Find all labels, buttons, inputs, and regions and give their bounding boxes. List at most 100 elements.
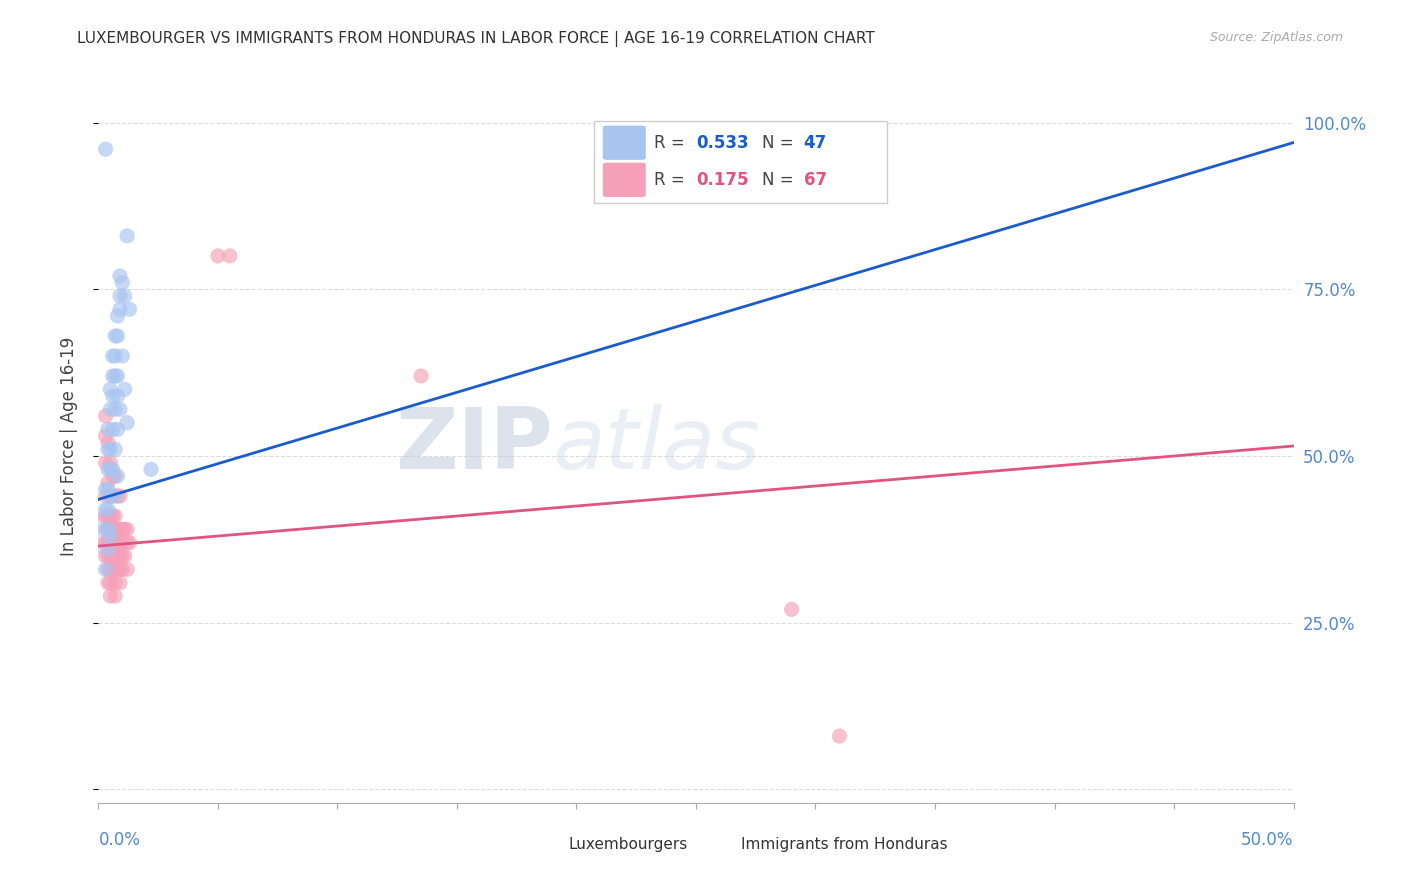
Point xyxy=(94,535,117,549)
Point xyxy=(104,589,127,603)
Point xyxy=(98,535,122,549)
Point xyxy=(107,422,129,436)
Point xyxy=(97,542,120,557)
Point xyxy=(101,462,124,476)
Point xyxy=(118,302,141,317)
Point xyxy=(97,522,120,536)
Point xyxy=(107,469,129,483)
Point xyxy=(97,435,120,450)
Text: Luxembourgers: Luxembourgers xyxy=(568,838,688,853)
Point xyxy=(97,422,120,436)
Point xyxy=(97,535,120,549)
Point xyxy=(104,489,127,503)
Point xyxy=(115,416,138,430)
Point xyxy=(98,589,122,603)
Point xyxy=(101,489,124,503)
Point xyxy=(98,575,122,590)
Point xyxy=(107,329,129,343)
Point xyxy=(107,489,129,503)
Point xyxy=(107,549,129,563)
Text: 0.175: 0.175 xyxy=(696,171,748,189)
Point xyxy=(411,368,433,383)
Point xyxy=(111,549,134,563)
Point xyxy=(111,562,134,576)
Point xyxy=(115,522,138,536)
Text: LUXEMBOURGER VS IMMIGRANTS FROM HONDURAS IN LABOR FORCE | AGE 16-19 CORRELATION : LUXEMBOURGER VS IMMIGRANTS FROM HONDURAS… xyxy=(77,31,875,47)
Text: 0.0%: 0.0% xyxy=(98,831,141,849)
Point xyxy=(107,522,129,536)
FancyBboxPatch shape xyxy=(704,831,738,858)
Point xyxy=(97,475,120,490)
Point xyxy=(115,562,138,576)
Point xyxy=(108,522,131,536)
Point xyxy=(115,535,138,549)
Point xyxy=(98,509,122,524)
Point xyxy=(98,402,122,417)
Point xyxy=(107,389,129,403)
Point xyxy=(97,483,120,497)
Point xyxy=(94,509,117,524)
Point xyxy=(111,535,134,549)
Point xyxy=(139,462,162,476)
Point xyxy=(104,329,127,343)
Point xyxy=(97,575,120,590)
Point xyxy=(108,489,131,503)
Point xyxy=(94,489,117,503)
Point xyxy=(98,489,122,503)
Point xyxy=(98,549,122,563)
Point xyxy=(114,522,136,536)
Point xyxy=(101,562,124,576)
Point xyxy=(114,549,136,563)
Point xyxy=(107,309,129,323)
Point xyxy=(104,549,127,563)
Text: N =: N = xyxy=(762,134,799,152)
Text: atlas: atlas xyxy=(553,404,761,488)
Point xyxy=(101,349,124,363)
Point xyxy=(108,549,131,563)
Point xyxy=(207,249,229,263)
Text: N =: N = xyxy=(762,171,799,189)
FancyBboxPatch shape xyxy=(603,126,645,160)
Point xyxy=(101,469,124,483)
Point xyxy=(97,442,120,457)
Text: 0.533: 0.533 xyxy=(696,134,748,152)
Point xyxy=(94,142,117,156)
Y-axis label: In Labor Force | Age 16-19: In Labor Force | Age 16-19 xyxy=(59,336,77,556)
Point xyxy=(101,389,124,403)
Point xyxy=(97,522,120,536)
Point xyxy=(97,562,120,576)
Point xyxy=(107,535,129,549)
Text: Source: ZipAtlas.com: Source: ZipAtlas.com xyxy=(1209,31,1343,45)
Point xyxy=(104,402,127,417)
Point xyxy=(108,302,131,317)
Point xyxy=(98,522,122,536)
Point xyxy=(107,368,129,383)
Point xyxy=(101,368,124,383)
Point xyxy=(104,349,127,363)
Point xyxy=(101,549,124,563)
Text: R =: R = xyxy=(654,171,690,189)
Point xyxy=(98,489,122,503)
Point xyxy=(94,456,117,470)
Text: 67: 67 xyxy=(804,171,827,189)
Point xyxy=(108,535,131,549)
Point xyxy=(104,575,127,590)
FancyBboxPatch shape xyxy=(603,162,645,197)
Point xyxy=(104,535,127,549)
Point xyxy=(111,349,134,363)
Point xyxy=(114,289,136,303)
Point xyxy=(108,575,131,590)
Point xyxy=(97,462,120,476)
Point xyxy=(108,289,131,303)
Point xyxy=(104,509,127,524)
Point xyxy=(94,409,117,423)
Point xyxy=(98,562,122,576)
Point xyxy=(101,422,124,436)
Point xyxy=(111,522,134,536)
Text: ZIP: ZIP xyxy=(395,404,553,488)
Point xyxy=(94,502,117,516)
Point xyxy=(94,549,117,563)
Point xyxy=(94,562,117,576)
Point xyxy=(118,535,141,549)
FancyBboxPatch shape xyxy=(595,121,887,203)
